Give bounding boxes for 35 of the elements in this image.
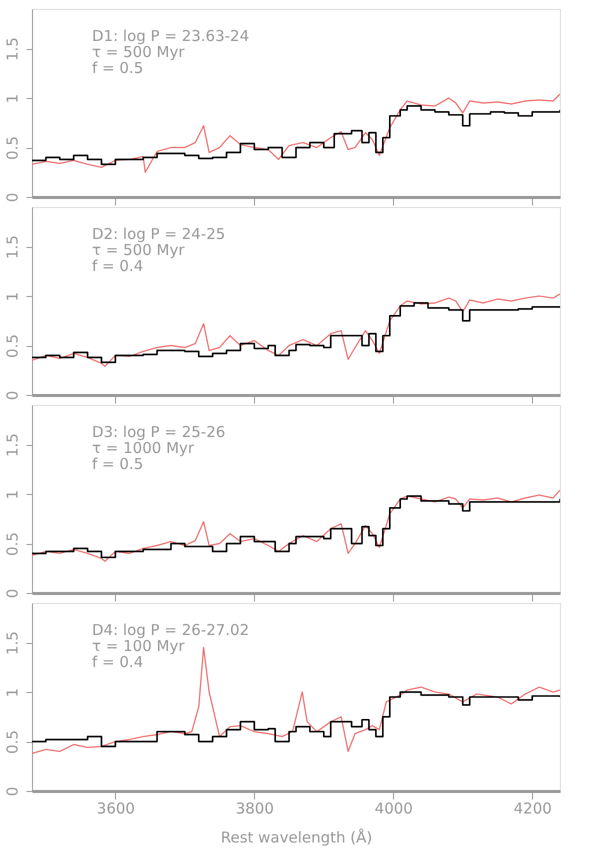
y-tick-label: 1.5 (4, 37, 22, 62)
annotation: f = 0.4 (92, 653, 144, 671)
line-series (32, 293, 560, 367)
annotation: τ = 500 Myr (92, 43, 186, 61)
y-tick-label: 0 (4, 786, 22, 796)
annotation: D3: log P = 25-26 (92, 423, 226, 441)
y-tick-label: 1.5 (4, 631, 22, 656)
y-tick-label: 0 (4, 192, 22, 202)
y-tick-label: 0.5 (4, 532, 22, 556)
y-tick-label: 1 (4, 688, 22, 698)
annotation: D1: log P = 23.63-24 (92, 27, 250, 45)
annotation: τ = 100 Myr (92, 637, 186, 655)
x-axis-title: Rest wavelength (Å) (220, 828, 372, 846)
annotation: D2: log P = 24-25 (92, 225, 226, 243)
y-tick-label: 0.5 (4, 730, 22, 754)
x-tick-label: 4200 (514, 800, 552, 818)
x-tick-label: 4000 (374, 800, 413, 818)
annotation: f = 0.5 (92, 59, 144, 77)
x-tick-label: 3800 (236, 800, 274, 818)
annotation: f = 0.4 (92, 257, 144, 275)
annotation: D4: log P = 26-27.02 (92, 621, 250, 639)
y-tick-label: 1.5 (4, 433, 22, 458)
annotation: f = 0.5 (92, 455, 144, 473)
line-series (32, 93, 560, 173)
y-tick-label: 0.5 (4, 136, 22, 160)
y-tick-label: 0 (4, 588, 22, 598)
annotation: τ = 500 Myr (92, 241, 186, 259)
y-tick-label: 0.5 (4, 334, 22, 358)
y-tick-label: 1 (4, 94, 22, 104)
y-tick-label: 0 (4, 390, 22, 400)
y-tick-label: 1 (4, 292, 22, 302)
annotation: τ = 1000 Myr (92, 439, 195, 457)
x-tick-label: 3600 (96, 800, 135, 818)
y-tick-label: 1.5 (4, 235, 22, 260)
y-tick-label: 1 (4, 490, 22, 500)
